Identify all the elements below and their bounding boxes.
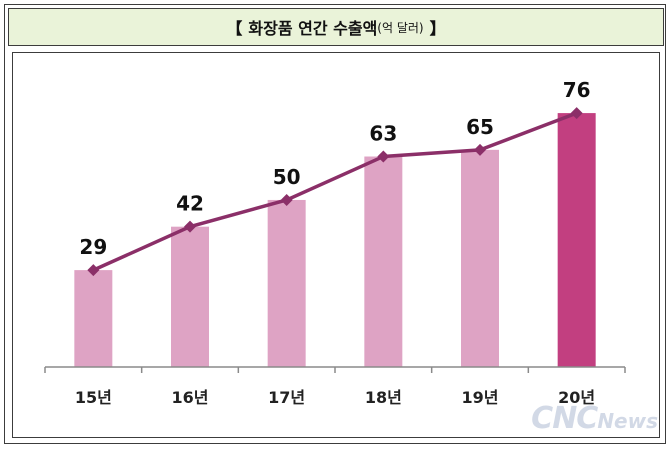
bar-1 (74, 270, 113, 367)
watermark-logo: CNCNews (531, 401, 658, 436)
category-label-5: 19년 (462, 388, 499, 407)
bar-2 (171, 226, 209, 367)
category-label-3: 17년 (268, 388, 305, 407)
marker-1 (87, 264, 100, 277)
value-label-3: 50 (273, 165, 301, 189)
category-label-1: 15년 (75, 388, 112, 407)
value-label-1: 29 (79, 235, 107, 259)
bar-5 (461, 149, 499, 367)
value-label-2: 42 (176, 192, 204, 216)
category-label-2: 16년 (172, 388, 209, 407)
bar-3 (267, 199, 306, 367)
category-label-6: 20년 (558, 388, 595, 407)
watermark-news: News (597, 409, 658, 433)
chart-frame (4, 4, 666, 444)
series-line (92, 111, 578, 272)
value-label-6: 76 (563, 78, 591, 102)
chart-title: 화장품 연간 수출액 (248, 19, 378, 38)
plot-area: 29 15년 42 16년 50 17년 63 18년 65 19년 76 20년 (12, 52, 660, 438)
marker-5 (474, 143, 486, 156)
marker-6 (570, 107, 583, 120)
bar-line-chart: 29 15년 42 16년 50 17년 63 18년 65 19년 76 20년 (44, 78, 626, 407)
marker-2 (184, 220, 196, 233)
bar-6 (557, 113, 596, 367)
category-label-4: 18년 (365, 388, 402, 407)
chart-unit: (억 달러) (377, 20, 424, 35)
chart-title-bar: 【 화장품 연간 수출액 (억 달러) 】 (8, 8, 664, 46)
marker-3 (280, 193, 293, 206)
bar-4 (364, 156, 403, 367)
marker-4 (377, 150, 390, 163)
value-label-5: 65 (466, 115, 494, 139)
watermark-cnc: CNC (531, 401, 598, 436)
title-bracket-open: 【 (226, 19, 243, 38)
value-label-4: 63 (369, 122, 397, 146)
title-bracket-close: 】 (429, 19, 446, 38)
